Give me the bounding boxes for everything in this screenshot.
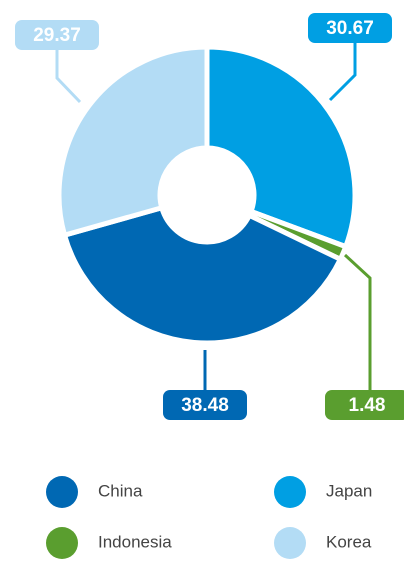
leader-line (55, 49, 82, 104)
value-label: 1.48 (349, 395, 386, 416)
value-label: 29.37 (33, 25, 81, 46)
value-label: 30.67 (326, 18, 374, 39)
value-label-box (325, 390, 404, 420)
value-label-box (15, 20, 99, 50)
donut-slice (204, 44, 358, 250)
leader-line (343, 253, 372, 391)
legend-swatch (274, 476, 306, 508)
value-label-box (308, 13, 392, 43)
legend-label: Japan (326, 481, 372, 500)
legend-label: Indonesia (98, 532, 172, 551)
legend-swatch (274, 527, 306, 559)
leader-line (328, 42, 357, 102)
legend-label: Korea (326, 532, 372, 551)
legend-swatch (46, 476, 78, 508)
value-label-box (163, 390, 247, 420)
legend-swatch (46, 527, 78, 559)
legend-label: China (98, 481, 143, 500)
donut-slice (56, 44, 210, 239)
donut-slice (61, 204, 344, 346)
value-label: 38.48 (181, 395, 229, 416)
